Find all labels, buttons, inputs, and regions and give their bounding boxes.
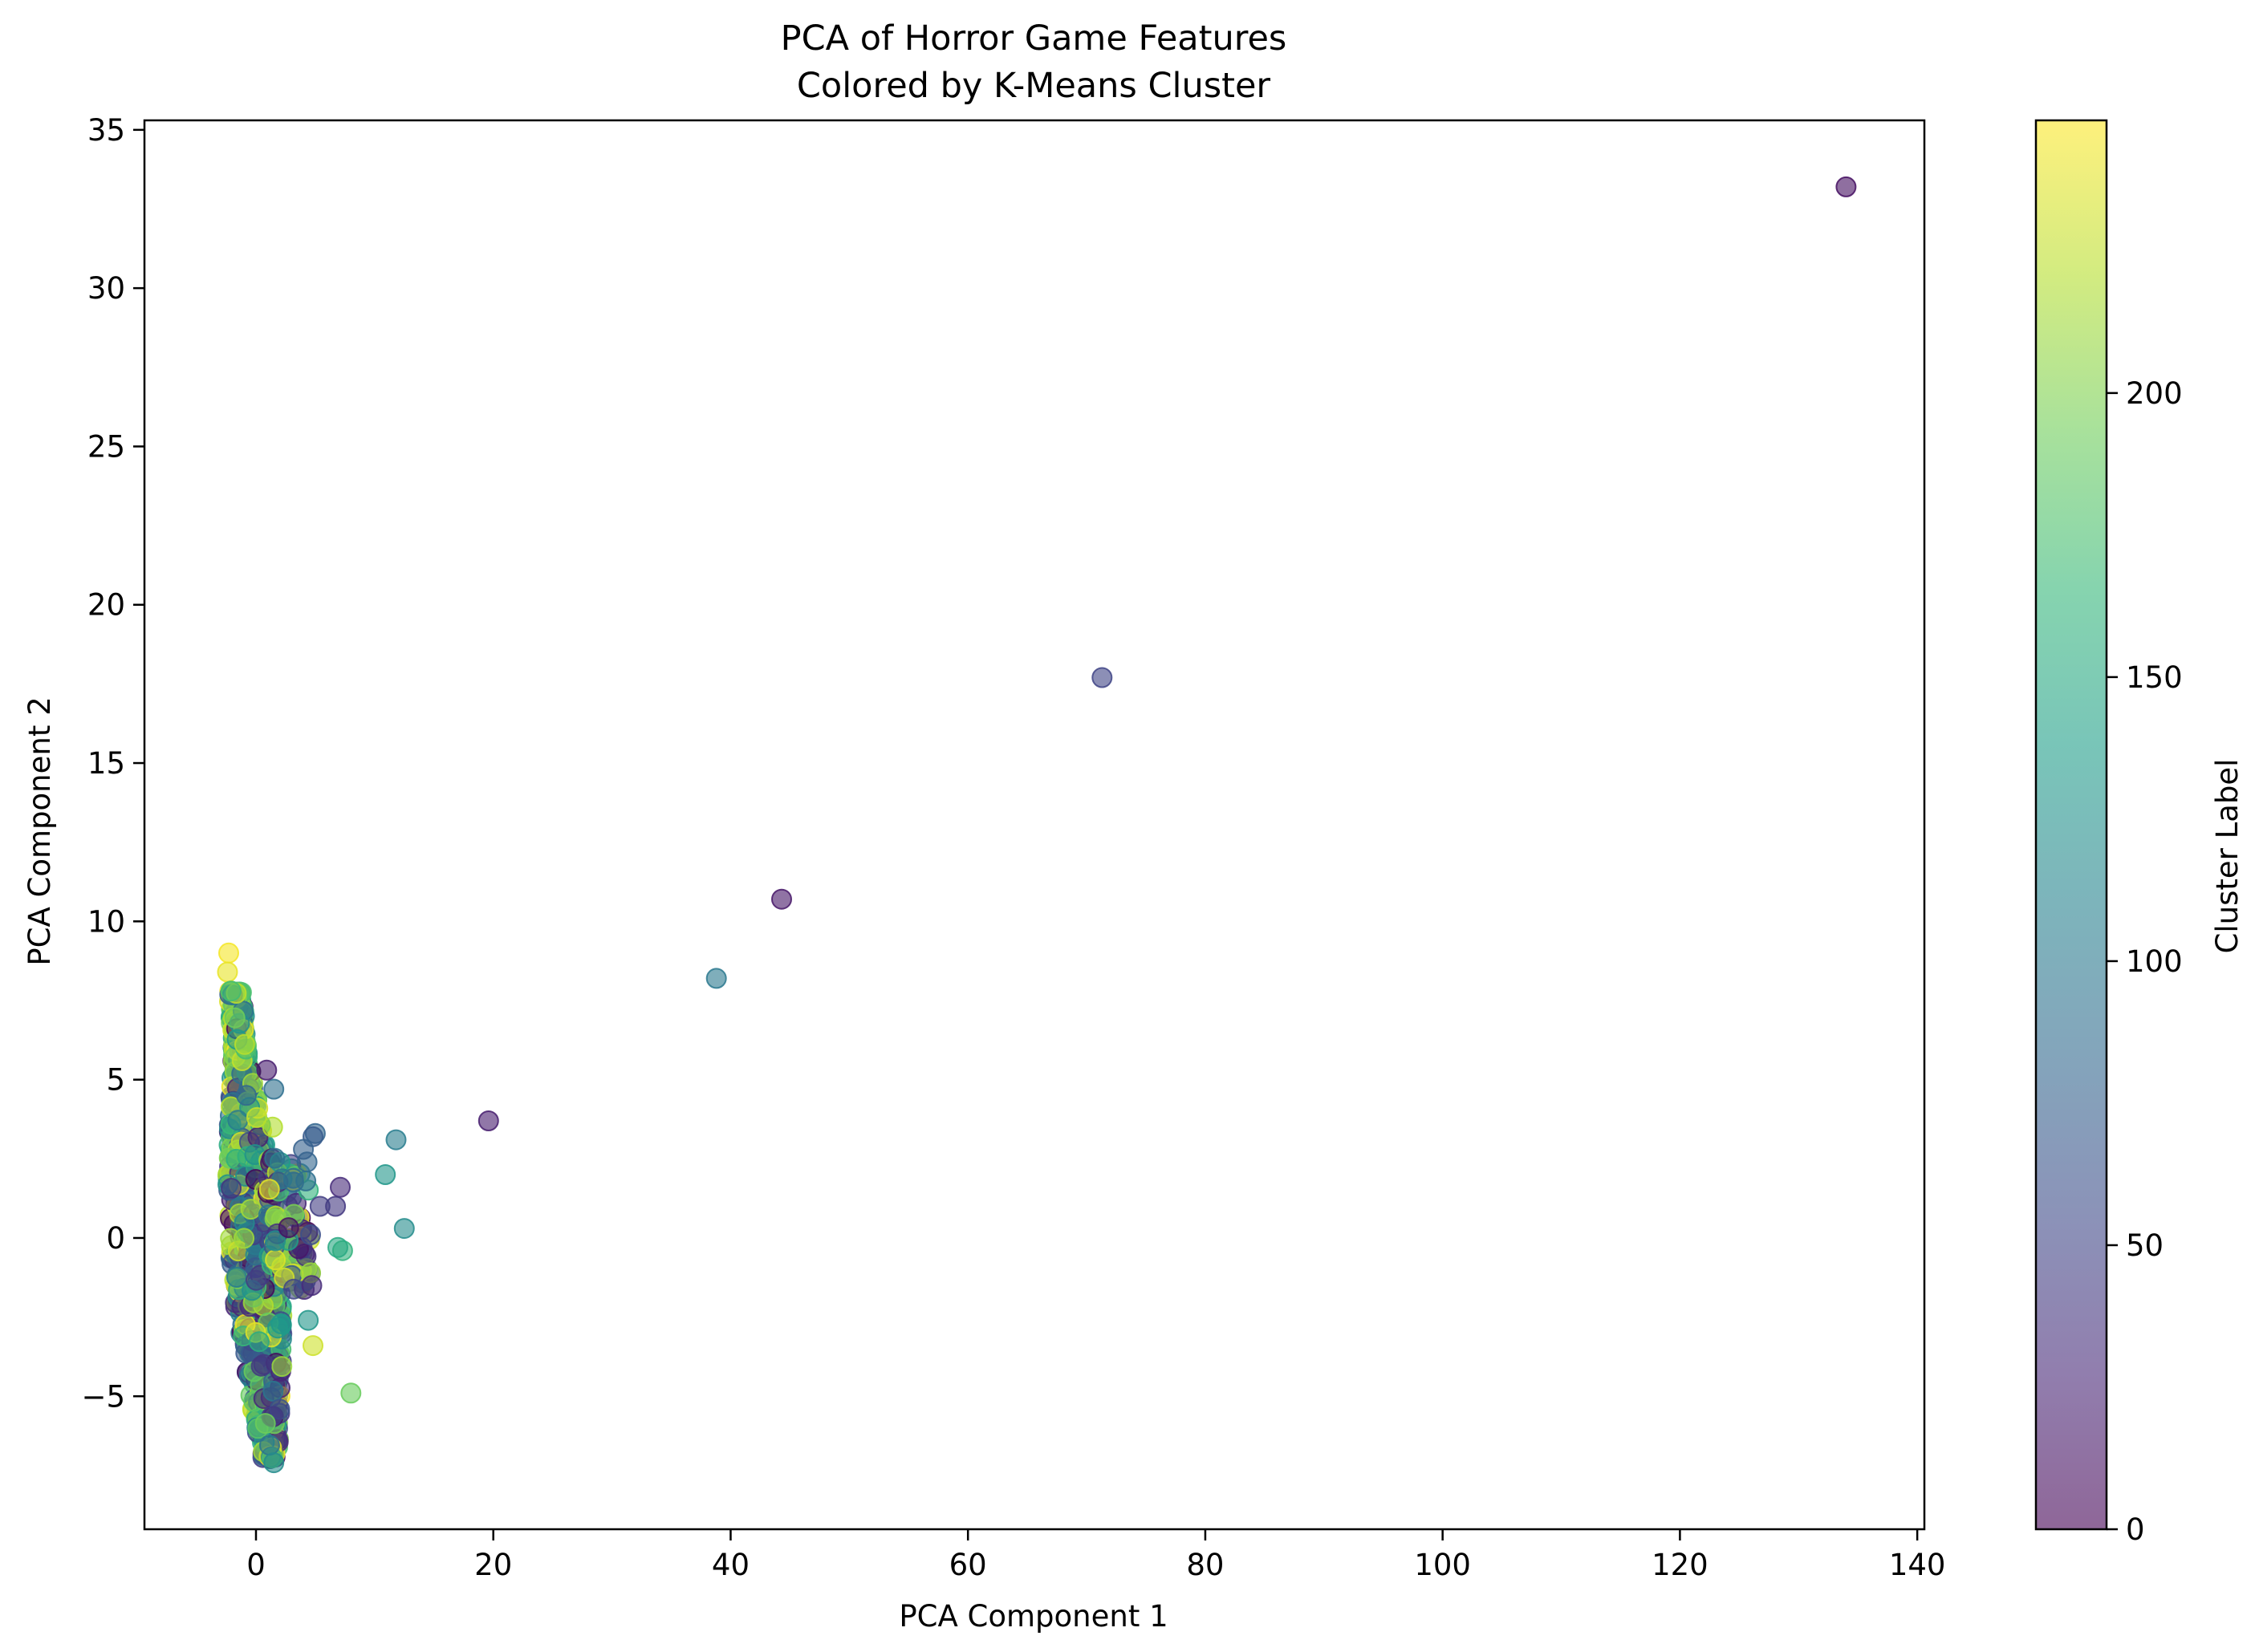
scatter-point-outlier [340,1382,362,1404]
scatter-point [234,1228,255,1249]
scatter-point [227,1110,249,1131]
scatter-point-outlier [220,980,242,1002]
scatter-point [246,1106,267,1128]
y-axis: −5 0 5 10 15 20 25 30 35 [81,113,144,1414]
scatter-point-outlier [1835,176,1857,197]
y-tick-label: 5 [106,1063,125,1098]
scatter-point [258,1435,280,1456]
scatter-point-outlier [309,1195,331,1217]
colorbar [2034,119,2108,1531]
scatter-point-outlier [375,1164,396,1185]
y-tick-label: −5 [81,1379,125,1414]
x-axis-label: PCA Component 1 [899,1599,1168,1634]
scatter-point [246,1269,267,1291]
x-tick-label: 140 [1889,1548,1946,1582]
scatter-point-outlier [263,1078,285,1100]
scatter-point [265,1249,286,1271]
chart-subtitle: Colored by K-Means Cluster [797,66,1271,106]
x-tick-label: 100 [1414,1548,1471,1582]
y-tick-label: 30 [87,271,125,306]
colorbar-label: Cluster Label [2210,759,2245,954]
scatter-point [258,1179,280,1200]
scatter-point [254,1413,276,1435]
scatter-point-outlier [330,1176,351,1198]
scatter-point-outlier [301,1275,323,1297]
colorbar-tick-label: 50 [2126,1228,2164,1263]
x-tick-label: 0 [246,1548,266,1582]
scatter-point-outlier [771,888,792,910]
scatter-point [271,1356,293,1378]
scatter-point-outlier [477,1110,499,1131]
scatter-point [283,1278,304,1300]
scatter-point-outlier [1091,667,1113,688]
colorbar-tick-label: 100 [2126,944,2183,979]
scatter-point [264,1147,286,1169]
x-tick-label: 80 [1186,1548,1224,1582]
scatter-point [240,1199,262,1220]
x-tick-label: 120 [1652,1548,1709,1582]
colorbar-ticks: 0 50 100 150 200 [2107,376,2183,1547]
scatter-point [250,1355,272,1377]
x-tick-label: 60 [949,1548,987,1582]
scatter-point-outlier [705,968,727,989]
scatter-point [236,1085,257,1106]
scatter-point-outlier [217,961,238,983]
colorbar-tick-label: 200 [2126,376,2183,411]
y-tick-label: 15 [87,746,125,781]
chart-title: PCA of Horror Game Features [781,18,1287,59]
scatter-point [278,1217,299,1239]
scatter-points [217,176,1857,1474]
y-tick-label: 25 [87,429,125,464]
scatter-point [262,1380,284,1402]
y-tick-label: 20 [87,588,125,623]
colorbar-tick-label: 150 [2126,660,2183,695]
scatter-point [226,1267,247,1288]
scatter-point [270,1313,292,1334]
scatter-point-outlier [303,1335,323,1357]
scatter-point-outlier [295,1170,317,1191]
y-tick-label: 0 [106,1221,125,1256]
y-tick-label: 10 [87,904,125,939]
scatter-point-outlier [263,1452,285,1474]
scatter-point-outlier [393,1218,415,1240]
scatter-point [234,1033,255,1055]
x-tick-label: 20 [474,1548,512,1582]
x-tick-label: 40 [712,1548,750,1582]
scatter-point-outlier [385,1129,407,1151]
scatter-point-outlier [293,1139,315,1160]
scatter-point [221,1178,242,1199]
x-axis: 0 20 40 60 80 100 120 140 [246,1529,1945,1582]
scatter-point [224,1007,246,1029]
scatter-point-outlier [298,1309,319,1331]
scatter-point [248,1331,270,1353]
scatter-point-outlier [262,1116,283,1138]
scatter-point-outlier [300,1224,321,1245]
scatter-point [265,1230,286,1252]
scatter-point-outlier [327,1236,348,1258]
y-axis-label: PCA Component 2 [22,696,57,965]
colorbar-tick-label: 0 [2126,1512,2145,1547]
scatter-point-outlier [256,1059,278,1081]
y-tick-label: 35 [87,113,125,148]
plot-area [143,119,1926,1531]
scatter-point-outlier [218,942,239,964]
